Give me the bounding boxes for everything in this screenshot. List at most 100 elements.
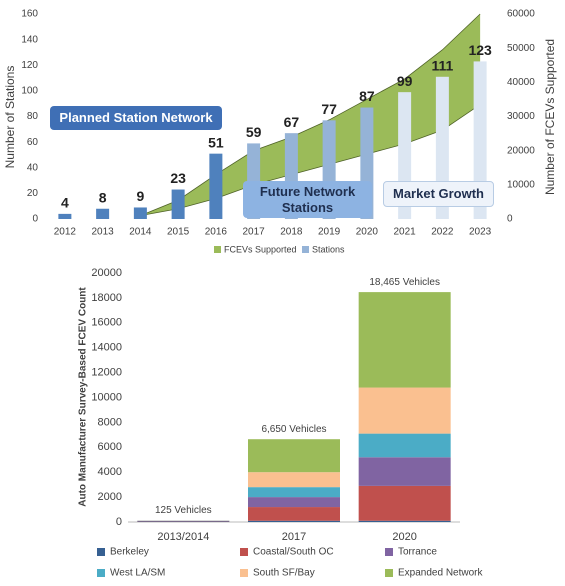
bar-value-label: 23: [170, 170, 186, 186]
y-tick-label: 4000: [98, 466, 122, 478]
y-tick-label: 14000: [91, 342, 122, 354]
y-tick-label: 60: [27, 137, 39, 148]
bar-value-label: 9: [136, 188, 144, 204]
x-tick-label: 2013: [92, 227, 115, 238]
legend-label: Stations: [312, 244, 345, 254]
y-tick-label: 40: [27, 162, 39, 173]
total-label: 125 Vehicles: [155, 505, 212, 516]
x-tick-label: 2016: [205, 227, 228, 238]
bar-segment: [358, 520, 451, 522]
bar-value-label: 51: [208, 134, 224, 150]
legend-swatch: [385, 548, 393, 556]
y-tick-label: 6000: [98, 441, 122, 453]
legend-swatch: [240, 548, 248, 556]
bar-segment: [248, 507, 340, 521]
y-tick-label: 0: [32, 214, 38, 225]
legend-label: Coastal/South OC: [253, 547, 334, 558]
bar: [96, 208, 110, 219]
bar-value-label: 59: [246, 124, 262, 140]
legend-label: Torrance: [398, 547, 437, 558]
y2-tick-label: 10000: [507, 179, 535, 190]
y-tick-label: 10000: [91, 391, 122, 403]
x-tick-label: 2023: [469, 227, 492, 238]
y2-axis-label: Number of FCEVs Supported: [543, 39, 557, 195]
bar-value-label: 67: [284, 114, 300, 130]
y-tick-label: 80: [27, 111, 39, 122]
bar-segment: [248, 520, 340, 522]
bar-segment: [248, 472, 340, 488]
x-tick-label: 2017: [243, 227, 266, 238]
x-tick-label: 2022: [431, 227, 454, 238]
y2-tick-label: 60000: [507, 9, 535, 20]
legend-swatch: [302, 246, 309, 253]
bar-segment: [248, 497, 340, 508]
bar-value-label: 8: [99, 189, 107, 205]
y-tick-label: 18000: [91, 292, 122, 304]
y2-tick-label: 0: [507, 214, 513, 225]
legend-label: Expanded Network: [398, 568, 483, 579]
y-tick-label: 16000: [91, 317, 122, 329]
bar: [209, 153, 223, 219]
bar: [473, 61, 487, 219]
bar: [133, 207, 147, 219]
bar-segment: [358, 387, 451, 434]
bar: [171, 189, 185, 219]
bar-value-label: 123: [468, 42, 492, 58]
y-tick-label: 2000: [98, 491, 122, 503]
legend-label: Berkeley: [110, 547, 149, 558]
legend-swatch: [240, 569, 248, 577]
annotation-box: Market Growth: [383, 181, 494, 207]
x-tick-label: 2020: [392, 531, 416, 543]
area-lower-edge: [140, 104, 481, 216]
y-tick-label: 20: [27, 188, 39, 199]
y2-tick-label: 30000: [507, 111, 535, 122]
total-label: 18,465 Vehicles: [369, 277, 440, 288]
bar-value-label: 77: [321, 101, 337, 117]
area-band: [140, 14, 481, 216]
bar: [58, 213, 72, 219]
x-tick-label: 2018: [280, 227, 303, 238]
y-tick-label: 20000: [91, 267, 122, 279]
y-tick-label: 160: [21, 9, 38, 20]
bar-segment: [358, 485, 451, 521]
y2-tick-label: 50000: [507, 43, 535, 54]
x-tick-label: 2012: [54, 227, 77, 238]
y2-tick-label: 20000: [507, 145, 535, 156]
y-tick-label: 0: [116, 516, 122, 528]
y-axis-label: Number of Stations: [3, 66, 17, 169]
x-tick-label: 2021: [394, 227, 417, 238]
bar-segment: [358, 433, 451, 458]
bar-segment: [358, 457, 451, 486]
legend-swatch: [97, 548, 105, 556]
bar-segment: [358, 292, 451, 388]
legend-swatch: [214, 246, 221, 253]
x-tick-label: 2017: [282, 531, 306, 543]
bar-segment: [248, 487, 340, 498]
area-upper-edge: [140, 13, 481, 216]
y-tick-label: 12000: [91, 367, 122, 379]
bar-value-label: 111: [431, 57, 453, 73]
y-tick-label: 140: [21, 34, 38, 45]
legend-swatch: [385, 569, 393, 577]
legend-label: West LA/SM: [110, 568, 165, 579]
x-tick-label: 2013/2014: [157, 531, 209, 543]
legend-swatch: [97, 569, 105, 577]
x-tick-label: 2020: [356, 227, 379, 238]
total-label: 6,650 Vehicles: [261, 424, 326, 435]
bar-value-label: 87: [359, 88, 375, 104]
y-tick-label: 8000: [98, 416, 122, 428]
bar-segment: [248, 439, 340, 473]
annotation-box: Planned Station Network: [50, 106, 222, 130]
y-tick-label: 120: [21, 60, 38, 71]
y-tick-label: 100: [21, 86, 38, 97]
x-tick-label: 2019: [318, 227, 341, 238]
annotation-box: Future Network Stations: [243, 181, 372, 218]
y2-tick-label: 40000: [507, 77, 535, 88]
legend-label: South SF/Bay: [253, 568, 315, 579]
y-axis-label: Auto Manufacturer Survey-Based FCEV Coun…: [78, 287, 89, 507]
bar-value-label: 4: [61, 195, 69, 211]
x-tick-label: 2014: [129, 227, 152, 238]
x-tick-label: 2015: [167, 227, 190, 238]
